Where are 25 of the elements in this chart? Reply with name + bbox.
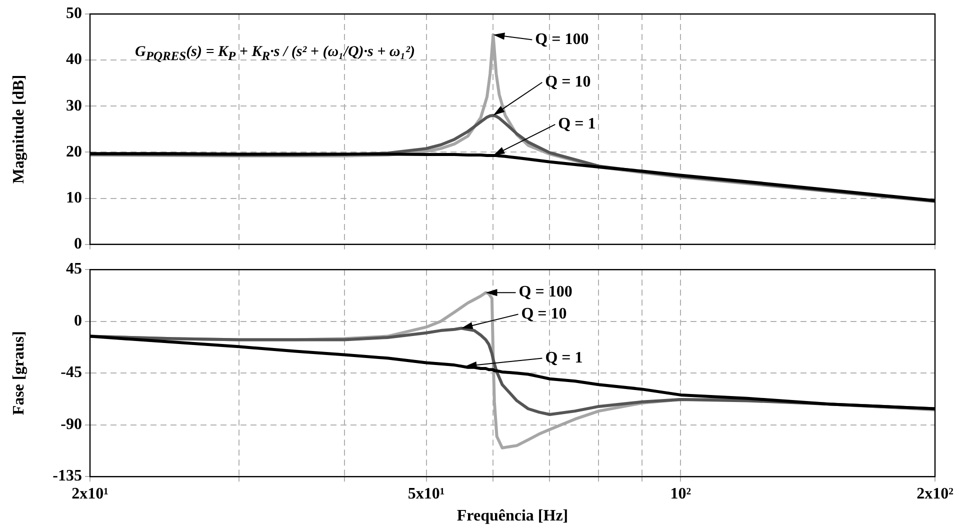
y-tick-label: 20 bbox=[66, 143, 82, 160]
y-tick-label: 10 bbox=[66, 189, 82, 206]
annotation: G$_{PQRES}$(s) = K$_{P}$ + K$_{R}$·s / (s² + (ω₁/Q)·s + ω₁²) bbox=[135, 44, 415, 64]
x-tick-label: 2x10² bbox=[916, 485, 954, 502]
y-axis-title: Fase [graus] bbox=[10, 331, 28, 416]
annotation: Q = 1 bbox=[545, 349, 583, 366]
x-tick-label: 2x10¹ bbox=[72, 485, 109, 502]
y-tick-label: -90 bbox=[60, 416, 82, 433]
y-tick-label: -135 bbox=[52, 468, 82, 485]
y-tick-label: 40 bbox=[66, 51, 82, 68]
annotation: Q = 100 bbox=[518, 284, 572, 301]
annotation: Q = 10 bbox=[545, 74, 591, 91]
y-tick-label: 0 bbox=[74, 312, 82, 330]
y-tick-label: 0 bbox=[74, 236, 82, 253]
annotation: Q = 10 bbox=[521, 305, 567, 322]
x-tick-label: 10² bbox=[670, 485, 692, 502]
y-tick-label: -45 bbox=[60, 364, 82, 382]
annotation: Q = 1 bbox=[558, 116, 596, 133]
x-axis-title: Frequência [Hz] bbox=[456, 508, 568, 525]
x-tick-label: 5x10¹ bbox=[408, 485, 445, 502]
y-axis-title: Magnitude [dB] bbox=[10, 74, 28, 184]
annotation: Q = 100 bbox=[535, 30, 589, 48]
y-tick-label: 45 bbox=[66, 260, 82, 278]
y-tick-label: 30 bbox=[66, 97, 82, 114]
y-tick-label: 50 bbox=[66, 5, 82, 22]
